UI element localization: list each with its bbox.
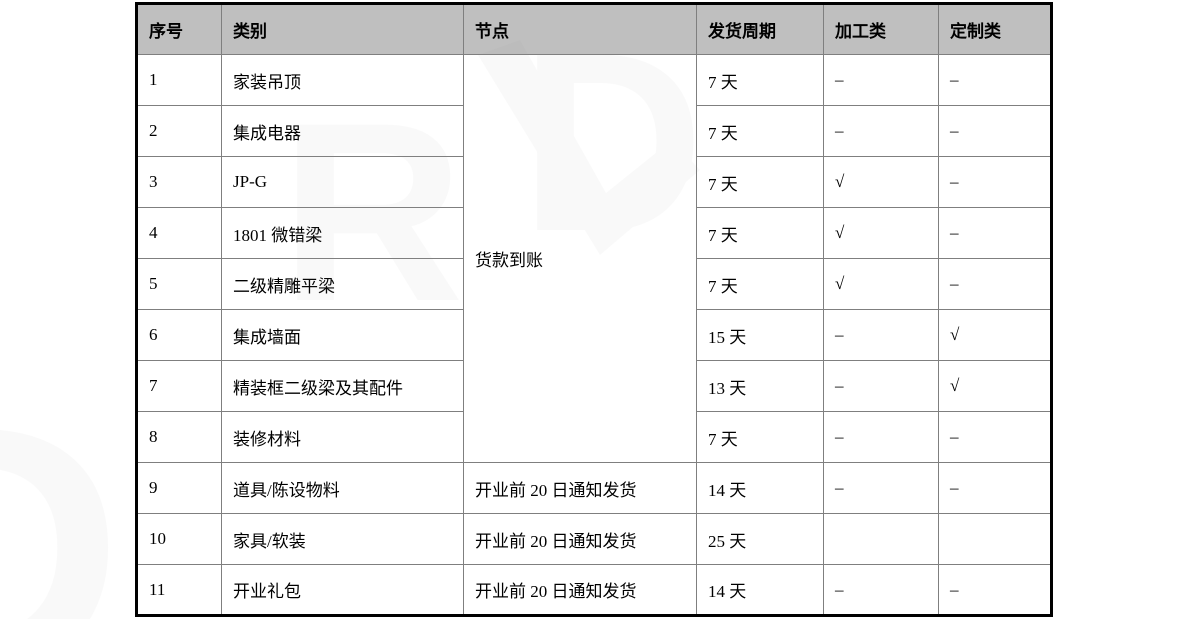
svg-text:D: D bbox=[0, 354, 123, 619]
